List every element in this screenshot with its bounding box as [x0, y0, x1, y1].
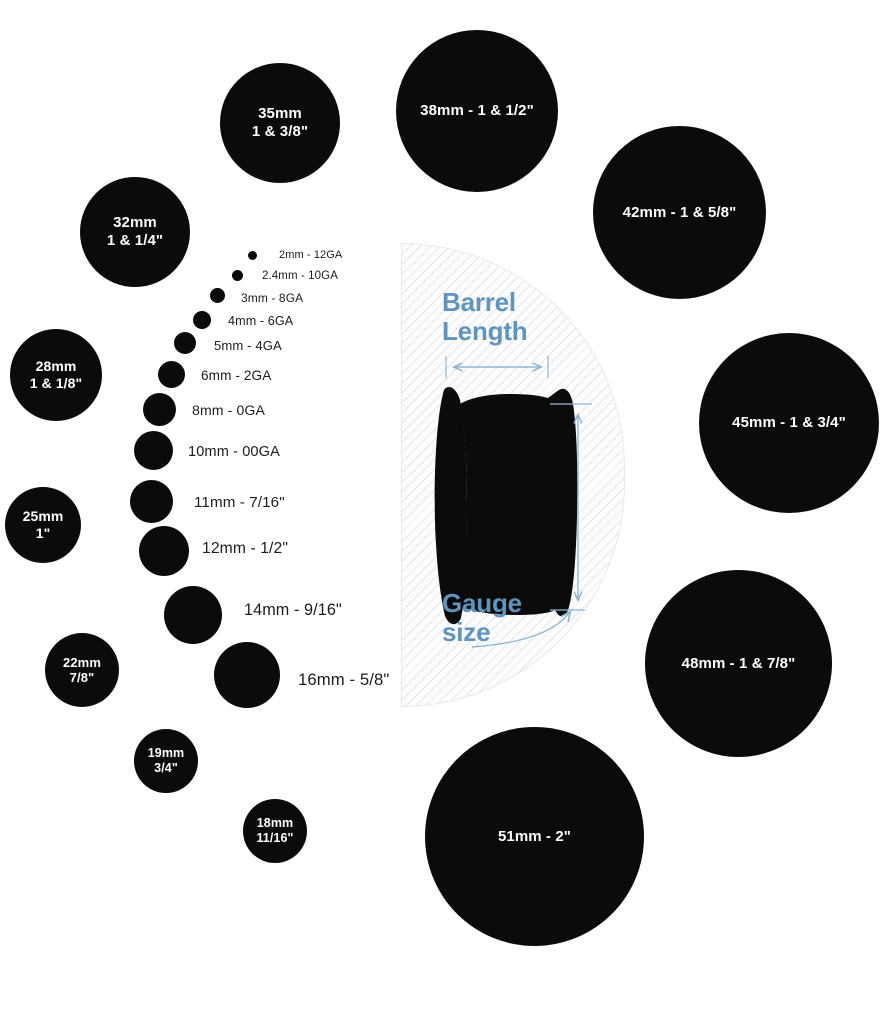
gauge-label: 10mm - 00GA [188, 444, 280, 460]
size-circle-label-line1: 28mm [35, 358, 77, 375]
size-circle-label-line1: 45mm - 1 & 3/4" [732, 414, 846, 432]
barrel-length-label-line1: Barrel [442, 287, 516, 317]
gauge-label: 12mm - 1/2" [202, 540, 289, 557]
size-circle-label-line1: 22mm [63, 654, 101, 670]
size-circle-label-line2: 7/8" [69, 670, 95, 685]
size-circle-label-line2: 1 & 1/4" [106, 232, 164, 249]
gauge-label: 3mm - 8GA [241, 291, 304, 305]
gauge-dot [158, 361, 185, 388]
size-circle-45mm: 45mm - 1 & 3/4" [699, 333, 879, 513]
size-circle-label-line1: 19mm [147, 746, 185, 761]
size-circle-label-line1: 32mm [113, 214, 157, 232]
size-circle-label-line2: 1 & 1/8" [29, 375, 83, 391]
barrel-length-label-line2: Length [442, 316, 528, 347]
plug-tunnel-illustration [434, 387, 578, 625]
gauge-dot [143, 393, 176, 426]
gauge-dot [130, 480, 173, 523]
barrel-length-dimension [445, 356, 549, 378]
barrel-diagram-svg [434, 356, 592, 648]
size-circle-25mm: 25mm 1" [5, 487, 81, 563]
gauge-dot [210, 288, 225, 303]
size-circle-label-line1: 51mm - 2" [497, 827, 572, 845]
gauge-label: 5mm - 4GA [214, 338, 282, 353]
size-circle-42mm: 42mm - 1 & 5/8" [593, 126, 766, 299]
size-circle-19mm: 19mm 3/4" [134, 729, 198, 793]
size-circle-35mm: 35mm 1 & 3/8" [220, 63, 340, 183]
gauge-dot [139, 526, 189, 576]
size-circle-label-line1: 38mm - 1 & 1/2" [420, 102, 534, 120]
gauge-label: 16mm - 5/8" [298, 670, 390, 689]
size-circle-label-line1: 18mm [256, 816, 294, 831]
gauge-dot [134, 431, 173, 470]
gauge-dot [174, 332, 196, 354]
barrel-gauge-diagram-panel: Barrel Length Gauge size [401, 243, 625, 707]
gauge-label: 2mm - 12GA [279, 249, 343, 261]
size-circle-28mm: 28mm 1 & 1/8" [10, 329, 102, 421]
gauge-label: 8mm - 0GA [192, 402, 265, 418]
size-circle-label-line2: 3/4" [154, 761, 178, 775]
size-circle-label-line2: 11/16" [256, 831, 294, 845]
size-circle-18mm: 18mm 11/16" [243, 799, 307, 863]
size-circle-label-line1: 25mm [22, 508, 64, 525]
size-circle-label-line1: 35mm [258, 105, 302, 123]
size-circle-label-line1: 48mm - 1 & 7/8" [681, 654, 796, 672]
size-circle-22mm: 22mm 7/8" [45, 633, 119, 707]
gauge-size-label-line1: Gauge [442, 588, 522, 618]
gauge-label: 14mm - 9/16" [244, 601, 342, 619]
size-circle-48mm: 48mm - 1 & 7/8" [645, 570, 832, 757]
gauge-dot [214, 642, 280, 708]
gauge-size-leader-arrow [471, 612, 570, 648]
size-circle-label-line2: 1" [35, 525, 51, 541]
size-circle-label-line2: 1 & 3/8" [251, 123, 309, 140]
size-circle-38mm: 38mm - 1 & 1/2" [396, 30, 558, 192]
gauge-label: 11mm - 7/16" [194, 494, 285, 511]
gauge-dot [164, 586, 222, 644]
gauge-dot [248, 251, 257, 260]
gauge-size-label-line2: size [442, 617, 491, 648]
size-circle-32mm: 32mm 1 & 1/4" [80, 177, 190, 287]
gauge-size-dimension [550, 403, 592, 611]
gauge-label: 4mm - 6GA [228, 314, 294, 328]
size-circle-label-line1: 42mm - 1 & 5/8" [622, 203, 737, 221]
gauge-size-label: Gauge size [442, 588, 522, 648]
size-circle-51mm: 51mm - 2" [425, 727, 644, 946]
gauge-label: 2.4mm - 10GA [262, 270, 338, 282]
gauge-label: 6mm - 2GA [201, 368, 272, 383]
gauge-dot [193, 311, 211, 329]
barrel-length-label: Barrel Length [442, 287, 528, 347]
gauge-dot [232, 270, 243, 281]
